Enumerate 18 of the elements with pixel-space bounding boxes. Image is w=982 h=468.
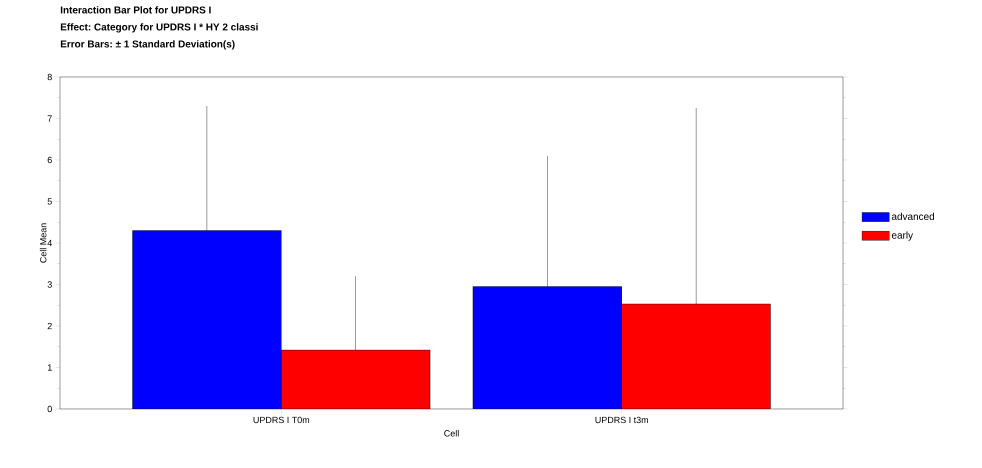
y-tick-label: 3 <box>48 281 52 288</box>
legend-label: early <box>892 231 914 241</box>
y-tick-label: 2 <box>48 322 52 330</box>
y-tick-label: 5 <box>48 198 52 205</box>
y-tick-label: 8 <box>48 74 52 80</box>
x-tick-label: UPDRS I T0m <box>254 416 310 424</box>
chart-title: Interaction Bar Plot for UPDRS I <box>60 6 211 14</box>
x-tick-label: UPDRS I t3m <box>596 416 648 424</box>
legend-label: advanced <box>892 212 934 220</box>
y-tick-label: 4 <box>47 240 52 246</box>
y-tick-label: 6 <box>48 156 52 164</box>
x-axis-title: Cell <box>444 430 459 437</box>
y-tick-label: 1 <box>48 364 52 371</box>
y-axis-title: Cell Mean <box>40 223 46 263</box>
chart-subtitle: Effect: Category for UPDRS I * HY 2 classi <box>60 23 258 33</box>
y-tick-label: 7 <box>48 115 52 122</box>
y-tick-label: 0 <box>48 406 52 412</box>
text: Error Bars: ± 1 Standard Deviation(s) <box>60 40 235 50</box>
